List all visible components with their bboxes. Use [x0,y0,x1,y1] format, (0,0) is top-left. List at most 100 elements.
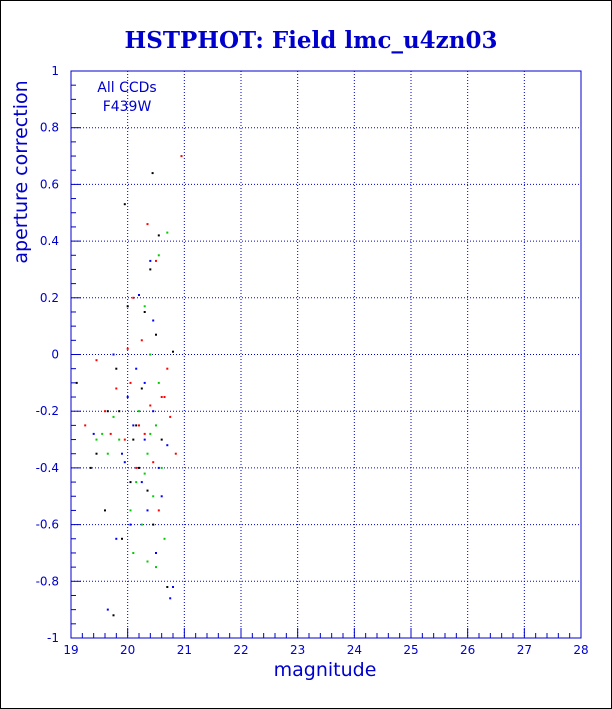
data-point [157,381,160,384]
data-point [129,509,132,512]
data-point [101,432,104,435]
data-point [123,203,126,206]
data-point [169,415,172,418]
data-point [155,259,157,262]
data-point [155,566,157,569]
data-point [95,359,98,362]
data-point [140,387,143,390]
data-point [95,438,98,441]
data-point [143,381,146,384]
y-tick-label: -1 [47,631,59,645]
data-point [160,396,163,398]
data-point [160,495,163,498]
data-point [140,339,143,342]
data-point [112,353,115,356]
annotation-filter: F439W [103,99,152,115]
data-point [89,466,92,469]
data-point [166,444,169,447]
data-point [95,452,98,455]
y-tick-label: 0.6 [40,177,59,191]
data-point [157,234,160,237]
data-point [123,461,126,464]
data-point [138,424,140,427]
y-axis-label: aperture correction [10,80,32,263]
data-point [104,410,106,413]
y-tick-label: -0.6 [36,518,59,532]
grid-lines [71,71,581,638]
chart-title: HSTPHOT: Field lmc_u4zn03 [125,27,498,54]
y-tick-label: 0 [51,348,59,362]
data-point [155,552,157,554]
data-point [132,424,135,427]
data-point [155,333,157,336]
data-point [149,432,152,435]
data-point [152,495,155,498]
data-point [129,481,132,484]
data-point [152,410,155,413]
data-point [92,432,95,435]
data-point [121,452,123,455]
data-point [132,438,135,441]
data-point [121,537,123,540]
data-point [132,296,135,299]
data-point [106,608,109,611]
y-tick-label: -0.2 [36,404,59,418]
data-point [149,268,152,271]
data-point [112,614,115,617]
y-tick-label: -0.8 [36,574,59,588]
data-point [112,415,115,418]
data-point [138,294,140,296]
x-tick-label: 23 [290,643,305,657]
y-tick-label: 0.8 [40,121,59,135]
data-point [163,537,166,540]
x-tick-label: 19 [63,643,78,657]
data-point [160,438,163,441]
data-point [140,523,143,526]
x-tick-label: 28 [573,643,588,657]
data-point [157,254,160,257]
data-point [172,586,174,588]
data-point [149,353,152,356]
data-point [126,305,129,308]
data-point [106,410,109,413]
data-point [146,489,149,492]
data-point [106,452,109,455]
x-tick-label: 21 [177,643,192,657]
y-ticks: -1 -0.8 -0.6 -0.4 -0.2 0 0.2 0.4 0.6 0.8 1 [36,64,81,645]
data-point [115,367,118,370]
data-point [157,466,160,469]
data-point [152,523,155,526]
data-point [115,537,118,540]
data-point [75,381,78,384]
data-point [166,367,169,370]
data-point [172,350,174,353]
x-tick-label: 22 [233,643,248,657]
data-point [123,438,126,441]
x-tick-label: 27 [517,643,532,657]
data-point [104,509,106,512]
data-point [135,466,138,469]
data-point [152,319,155,322]
data-point [129,523,132,526]
data-point [143,438,146,441]
data-point [126,396,129,398]
y-tick-label: 1 [51,64,59,78]
data-point [163,396,166,398]
data-point [138,410,140,413]
x-ticks: 19 20 21 22 23 24 25 26 27 28 [63,628,589,657]
data-point [135,424,138,427]
data-point [143,305,146,308]
data-point [143,311,146,313]
x-tick-label: 25 [403,643,418,657]
data-point [157,509,160,512]
data-point [146,560,149,563]
data-point [135,481,138,484]
data-point [129,381,132,384]
data-point [155,424,157,427]
data-point [149,259,152,262]
data-point [126,347,129,350]
data-point [84,424,87,427]
x-tick-label: 24 [347,643,362,657]
data-point [166,231,169,234]
